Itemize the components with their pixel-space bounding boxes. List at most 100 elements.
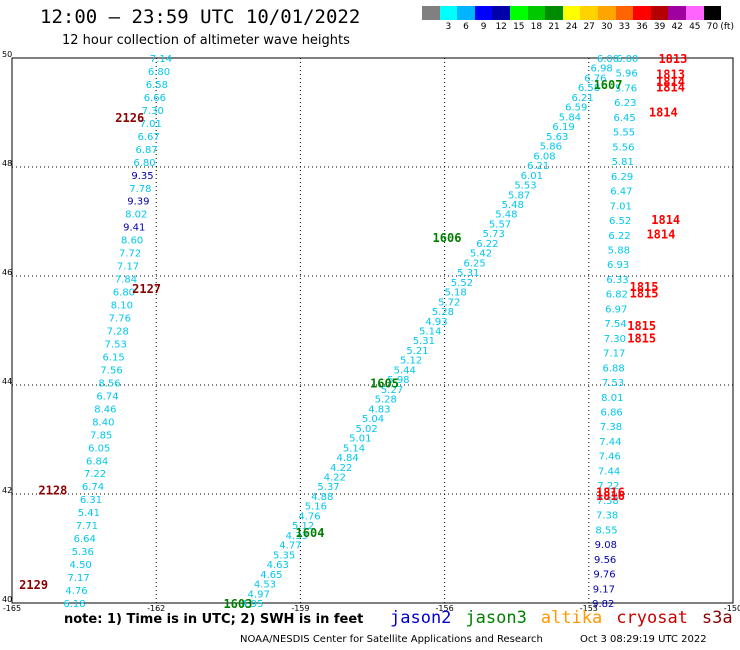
wave-height-value: 7.71 bbox=[76, 521, 98, 532]
wave-height-value: 6.93 bbox=[607, 260, 629, 271]
wave-height-value: 6.59 bbox=[565, 103, 587, 114]
wave-height-value: 5.35 bbox=[273, 550, 295, 561]
wave-height-value: 5.76 bbox=[615, 83, 637, 94]
wave-height-value: 6.76 bbox=[584, 73, 606, 84]
wave-height-value: 5.02 bbox=[356, 424, 378, 435]
wave-height-value: 7.14 bbox=[150, 54, 172, 65]
wave-height-value: 6.00 bbox=[616, 54, 638, 65]
wave-height-value: 6.19 bbox=[552, 122, 574, 133]
wave-height-value: 6.80 bbox=[133, 158, 155, 169]
wave-height-value: 6.01 bbox=[521, 171, 543, 182]
wave-height-value: 6.64 bbox=[74, 534, 96, 545]
legend-swatch bbox=[422, 6, 440, 20]
legend-tick-label: 27 bbox=[583, 22, 595, 32]
plot-frame bbox=[11, 57, 734, 604]
wave-height-value: 8.56 bbox=[98, 378, 120, 389]
wave-height-value: 4.65 bbox=[260, 570, 282, 581]
x-tick-label: -165 bbox=[3, 604, 21, 613]
wave-height-value: 5.27 bbox=[381, 385, 403, 396]
legend-swatch bbox=[527, 6, 546, 20]
wave-height-value: 6.52 bbox=[609, 216, 631, 227]
wave-height-value: 7.78 bbox=[129, 184, 151, 195]
pass-number-label: 2129 bbox=[19, 578, 48, 592]
y-tick-label: 46 bbox=[2, 268, 12, 277]
legend-swatch bbox=[457, 6, 475, 20]
wave-height-value: 9.17 bbox=[593, 584, 615, 595]
wave-height-value: 7.22 bbox=[84, 469, 106, 480]
wave-height-value: 5.31 bbox=[457, 268, 479, 279]
pass-number-label: 1604 bbox=[296, 526, 325, 540]
wave-height-value: 8.60 bbox=[121, 236, 143, 247]
pass-number-label: 2126 bbox=[115, 111, 144, 125]
wave-height-value: 5.28 bbox=[432, 307, 454, 318]
legend-tick-label: 39 bbox=[653, 22, 666, 32]
wave-height-value: 7.22 bbox=[597, 481, 619, 492]
legend-tick-label: 70 bbox=[706, 22, 719, 32]
wave-height-value: 5.41 bbox=[78, 508, 100, 519]
wave-height-value: 5.16 bbox=[305, 502, 327, 513]
x-tick-label: -153 bbox=[580, 604, 598, 613]
legend-labels: 3 6 9 12 15 18 21 24 27 30 33 36 39 42 45 70 (ft) bbox=[422, 20, 734, 34]
wave-height-value: 5.55 bbox=[613, 128, 635, 139]
wave-height-value: 6.00 bbox=[597, 54, 619, 65]
legend-tick-label: 15 bbox=[513, 22, 525, 32]
pass-number-label: 2128 bbox=[38, 484, 67, 498]
wave-height-value: 9.82 bbox=[592, 599, 614, 610]
wave-height-value: 4.76 bbox=[65, 586, 87, 597]
legend-swatch bbox=[703, 6, 722, 20]
wave-height-value: 9.39 bbox=[127, 197, 149, 208]
pass-number-label: 1816 bbox=[596, 489, 625, 503]
wave-height-value: 6.33 bbox=[606, 275, 628, 286]
legend-tick-label: 30 bbox=[601, 22, 613, 32]
page-subtitle: 12 hour collection of altimeter wave hei… bbox=[62, 33, 350, 48]
wave-height-value: 6.21 bbox=[527, 161, 549, 172]
wave-height-value: 5.31 bbox=[413, 336, 435, 347]
wave-height-value: 8.01 bbox=[601, 393, 623, 404]
legend-swatch bbox=[509, 6, 528, 20]
x-tick-label: -162 bbox=[147, 604, 165, 613]
wave-height-value: 6.74 bbox=[96, 391, 118, 402]
wave-height-value: 6.21 bbox=[571, 93, 593, 104]
wave-height-value: 6.22 bbox=[608, 231, 630, 242]
wave-height-value: 5.37 bbox=[317, 482, 339, 493]
legend-tick-label: 21 bbox=[548, 22, 560, 32]
wave-height-value: 5.53 bbox=[514, 181, 536, 192]
legend-tick-label: 33 bbox=[618, 22, 631, 32]
wave-height-value: 6.45 bbox=[614, 113, 636, 124]
wave-height-value: 9.35 bbox=[131, 171, 153, 182]
wave-height-value: 4.83 bbox=[368, 404, 390, 415]
wave-height-value: 6.82 bbox=[606, 290, 628, 301]
wave-height-value: 7.85 bbox=[90, 430, 112, 441]
wave-height-value: 9.76 bbox=[593, 570, 615, 581]
y-tick-label: 40 bbox=[2, 595, 12, 604]
legend-swatch bbox=[439, 6, 458, 20]
legend-swatch bbox=[545, 6, 563, 20]
wave-height-value: 4.53 bbox=[254, 580, 276, 591]
wave-height-value: 6.98 bbox=[591, 64, 613, 75]
wave-height-value: 6.88 bbox=[602, 363, 624, 374]
pass-number-label: 2127 bbox=[132, 282, 161, 296]
x-tick-label: -156 bbox=[436, 604, 454, 613]
legend-tick-label: 6 bbox=[463, 22, 469, 32]
mission-legend: jason2 jason3 altika cryosat s3a bbox=[390, 608, 740, 628]
wave-height-value: 4.95 bbox=[241, 599, 263, 610]
y-tick-label: 50 bbox=[2, 50, 12, 59]
wave-height-value: 5.14 bbox=[343, 443, 365, 454]
legend-tick-label: 18 bbox=[530, 22, 543, 32]
wave-height-value: 6.80 bbox=[148, 67, 170, 78]
wave-height-value: 6.74 bbox=[82, 482, 104, 493]
mission-s3a: s3a bbox=[701, 608, 733, 628]
legend-swatch bbox=[615, 6, 634, 20]
legend-swatch bbox=[492, 6, 510, 20]
wave-height-value: 5.63 bbox=[546, 132, 568, 143]
pass-number-label: 1815 bbox=[627, 319, 656, 333]
wave-height-value: 7.17 bbox=[603, 349, 625, 360]
wave-height-value: 4.93 bbox=[425, 317, 447, 328]
wave-height-value: 5.84 bbox=[559, 112, 581, 123]
y-tick-label: 48 bbox=[2, 159, 12, 168]
wave-height-value: 7.54 bbox=[604, 319, 626, 330]
wave-height-value: 6.84 bbox=[86, 456, 108, 467]
wave-height-value: 5.73 bbox=[483, 229, 505, 240]
wave-height-value: 7.56 bbox=[100, 365, 122, 376]
wave-height-value: 6.05 bbox=[88, 443, 110, 454]
